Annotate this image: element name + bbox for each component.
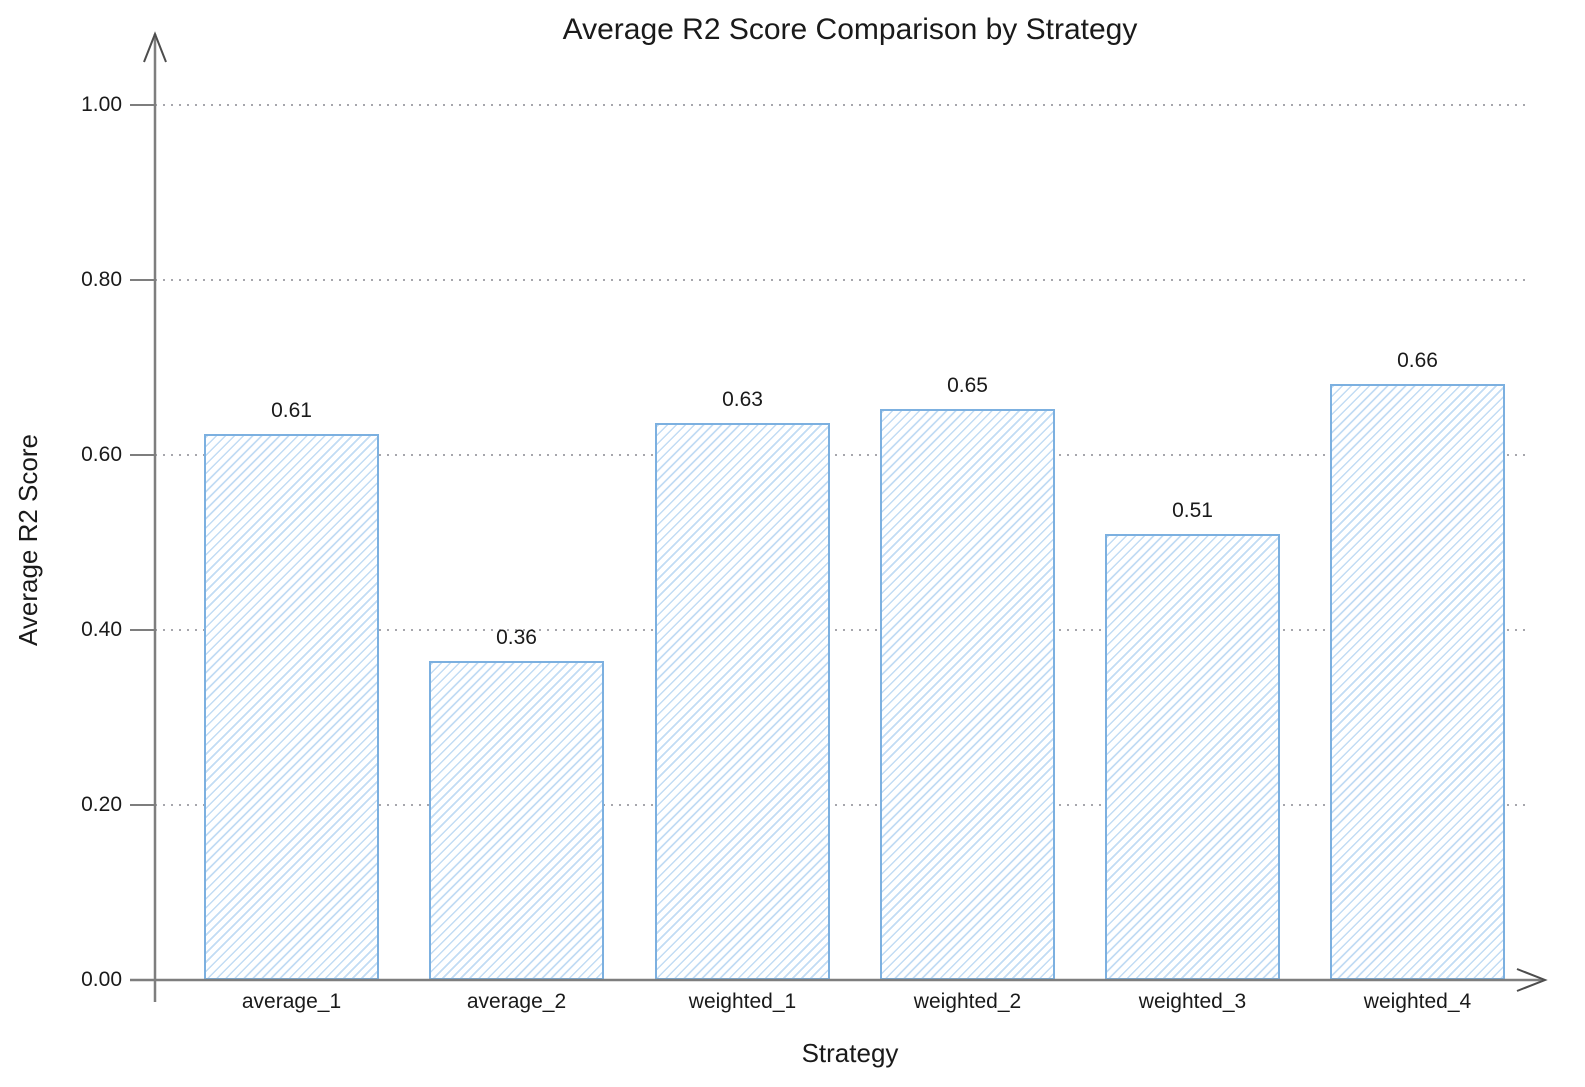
x-category-label-weighted_1: weighted_1 (688, 990, 797, 1013)
bar-value-weighted_2: 0.65 (947, 374, 988, 397)
gridline-0.60 (155, 454, 1530, 456)
bar-value-weighted_4: 0.66 (1397, 349, 1438, 372)
x-category-label-average_1: average_1 (241, 990, 342, 1013)
y-tick-label-1.00: 1.00 (81, 93, 122, 116)
y-tick-label-0.40: 0.40 (81, 618, 122, 641)
x-category-label-weighted_2: weighted_2 (913, 990, 1022, 1013)
bar-weighted_4 (1330, 384, 1505, 980)
bar-value-weighted_1: 0.63 (722, 388, 763, 411)
y-tick-label-0.20: 0.20 (81, 793, 122, 816)
y-tick-0.80 (130, 279, 155, 281)
x-axis-title: Strategy (801, 1038, 899, 1068)
y-tick-0.40 (130, 629, 155, 631)
x-category-label-weighted_4: weighted_4 (1363, 990, 1472, 1013)
y-tick-label-0.80: 0.80 (81, 268, 122, 291)
gridline-0.80 (155, 279, 1530, 281)
y-tick-0.60 (130, 454, 155, 456)
x-category-label-average_2: average_2 (466, 990, 567, 1013)
x-category-label-weighted_3: weighted_3 (1138, 990, 1247, 1013)
bar-weighted_2 (880, 409, 1055, 980)
bar-value-average_2: 0.36 (496, 626, 537, 649)
bar-value-weighted_3: 0.51 (1172, 499, 1213, 522)
y-axis-arrow-icon (143, 31, 167, 63)
y-tick-label-0.60: 0.60 (81, 443, 122, 466)
bar-weighted_1 (655, 423, 830, 980)
gridline-0.40 (155, 629, 1530, 631)
y-tick-0.20 (130, 804, 155, 806)
bar-average_2 (429, 661, 604, 980)
y-tick-1.00 (130, 104, 155, 106)
bar-average_1 (204, 434, 379, 980)
bar-value-average_1: 0.61 (271, 399, 312, 422)
y-tick-0.00 (130, 979, 155, 981)
x-axis-arrow-icon (1516, 968, 1548, 992)
y-tick-label-0.00: 0.00 (81, 968, 122, 991)
bar-weighted_3 (1105, 534, 1280, 980)
gridline-0.20 (155, 804, 1530, 806)
gridline-1.00 (155, 104, 1530, 106)
chart-title: Average R2 Score Comparison by Strategy (562, 13, 1138, 46)
